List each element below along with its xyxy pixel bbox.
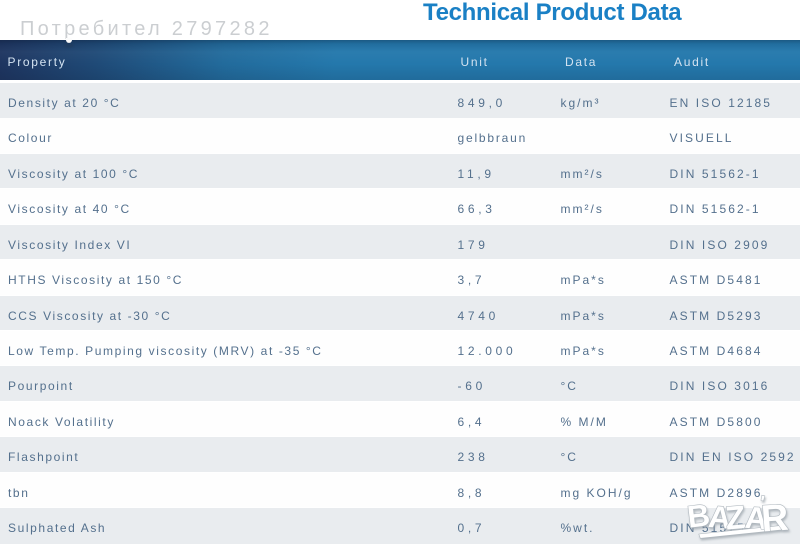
- svg-text:B: B: [686, 497, 712, 534]
- svg-text:A: A: [707, 499, 732, 536]
- svg-text:': ': [758, 492, 767, 513]
- svg-text:R: R: [760, 496, 790, 540]
- svg-text:Z: Z: [724, 498, 747, 537]
- svg-text:A: A: [744, 500, 769, 536]
